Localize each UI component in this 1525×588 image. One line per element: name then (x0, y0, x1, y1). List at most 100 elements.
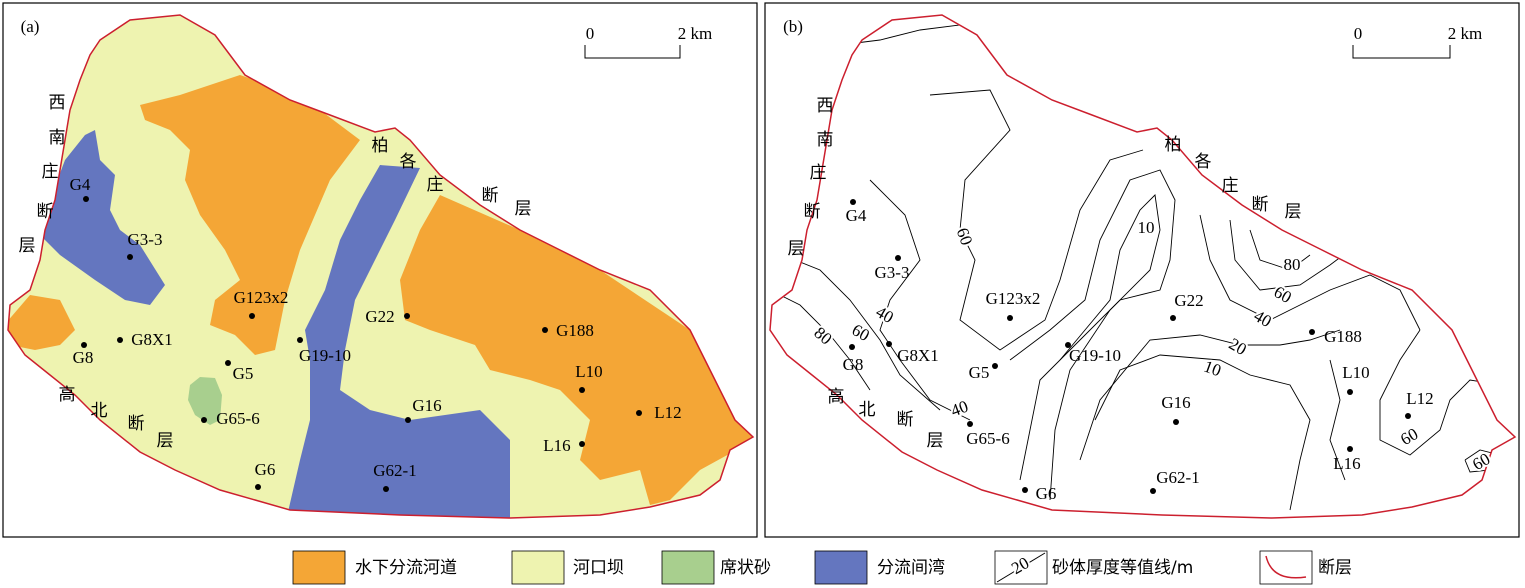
well-label: L12 (654, 403, 681, 422)
facies-area (40, 130, 165, 305)
well-label: G16 (412, 396, 441, 415)
contour-line (1009, 169, 1176, 481)
well (81, 342, 87, 348)
well-label: G8X1 (897, 346, 939, 365)
well-label: G8X1 (131, 330, 173, 349)
well (542, 327, 548, 333)
well-label: L10 (575, 362, 602, 381)
fault-label: 高 (59, 385, 76, 405)
well (405, 417, 411, 423)
fault-label: 断 (1252, 195, 1269, 215)
well-label: L16 (543, 436, 570, 455)
facies-area (400, 195, 753, 505)
facies-area (285, 165, 510, 518)
well (992, 363, 998, 369)
well-label: G4 (70, 175, 91, 194)
well-label: G3-3 (128, 230, 163, 249)
fault-label: 庄 (427, 175, 444, 195)
scale-label: 2 km (1448, 24, 1482, 43)
contour-label: 10 (1138, 218, 1155, 237)
well (1347, 389, 1353, 395)
fault-label: 断 (482, 186, 499, 206)
well-label: G16 (1161, 393, 1190, 412)
well (297, 337, 303, 343)
well (383, 486, 389, 492)
well (249, 313, 255, 319)
well-label: G188 (1324, 327, 1362, 346)
fault-label: 断 (897, 410, 914, 430)
legend-label: 断层 (1318, 558, 1352, 578)
legend-contour (996, 552, 1046, 583)
well (579, 441, 585, 447)
well-label: G5 (969, 363, 990, 382)
fault-label: 柏 (1165, 135, 1182, 155)
legend-label: 河口坝 (573, 558, 624, 578)
scale-label: 2 km (678, 24, 712, 43)
well-label: G65-6 (966, 429, 1009, 448)
well (1170, 315, 1176, 321)
well-label: G4 (846, 206, 867, 225)
fault-label: 西 (817, 96, 834, 116)
fault-label: 高 (828, 387, 845, 407)
contour-line (1049, 194, 1161, 501)
well-label: G3-3 (875, 263, 910, 282)
fault-label: 庄 (42, 162, 59, 182)
fault-line (769, 14, 1517, 519)
well-label: G19-10 (1069, 346, 1121, 365)
contour-line (770, 289, 871, 391)
well-label: L12 (1406, 389, 1433, 408)
scale-bar (584, 45, 681, 59)
fault-label: 各 (400, 152, 417, 172)
fault-label: 层 (19, 236, 36, 256)
well (1150, 488, 1156, 494)
well (1347, 446, 1353, 452)
contour-line (1329, 359, 1346, 481)
contour-line (1229, 219, 1351, 291)
legend-swatch (292, 550, 346, 585)
legend-swatch (511, 550, 565, 585)
legend-swatch (661, 550, 715, 585)
well (636, 410, 642, 416)
legend-label: 席状砂 (720, 558, 771, 578)
well-label: G6 (1036, 484, 1057, 503)
legend-label: 砂体厚度等值线/m (1052, 558, 1193, 578)
well-label: G8 (73, 348, 94, 367)
fault-label: 北 (91, 401, 108, 421)
fault-line (7, 14, 755, 519)
well (83, 196, 89, 202)
contour-line (1079, 329, 1341, 461)
well (886, 341, 892, 347)
legend-label: 水下分流河道 (355, 558, 457, 578)
contour-line (1094, 354, 1311, 511)
well-label: G62-1 (1156, 468, 1199, 487)
panel-label: (a) (21, 17, 40, 36)
well-label: G65-6 (216, 409, 259, 428)
well-label: L16 (1333, 454, 1360, 473)
well-label: G5 (233, 364, 254, 383)
fault-label: 断 (804, 202, 821, 222)
legend-swatch (814, 550, 868, 585)
well (850, 199, 856, 205)
fault-label: 层 (1285, 202, 1302, 222)
facies-area (8, 295, 75, 350)
contour-line (1379, 329, 1501, 456)
facies-area (140, 75, 360, 355)
well (1007, 315, 1013, 321)
fault-label: 柏 (372, 136, 389, 156)
fault-label: 层 (515, 199, 532, 219)
well-label: G19-10 (299, 346, 351, 365)
contour-line (770, 249, 941, 411)
fault-label: 庄 (1222, 176, 1239, 196)
fault-label: 层 (157, 431, 174, 451)
well (849, 344, 855, 350)
contours (770, 15, 1501, 511)
fault-label: 断 (128, 414, 145, 434)
well-label: G8 (843, 355, 864, 374)
legend-label: 分流间湾 (877, 558, 945, 578)
fault-label: 断 (37, 202, 54, 222)
fault-label: 南 (49, 128, 66, 148)
well (579, 387, 585, 393)
well-label: G22 (1174, 291, 1203, 310)
scale-label: 0 (586, 24, 595, 43)
legend-fault (1265, 555, 1307, 579)
